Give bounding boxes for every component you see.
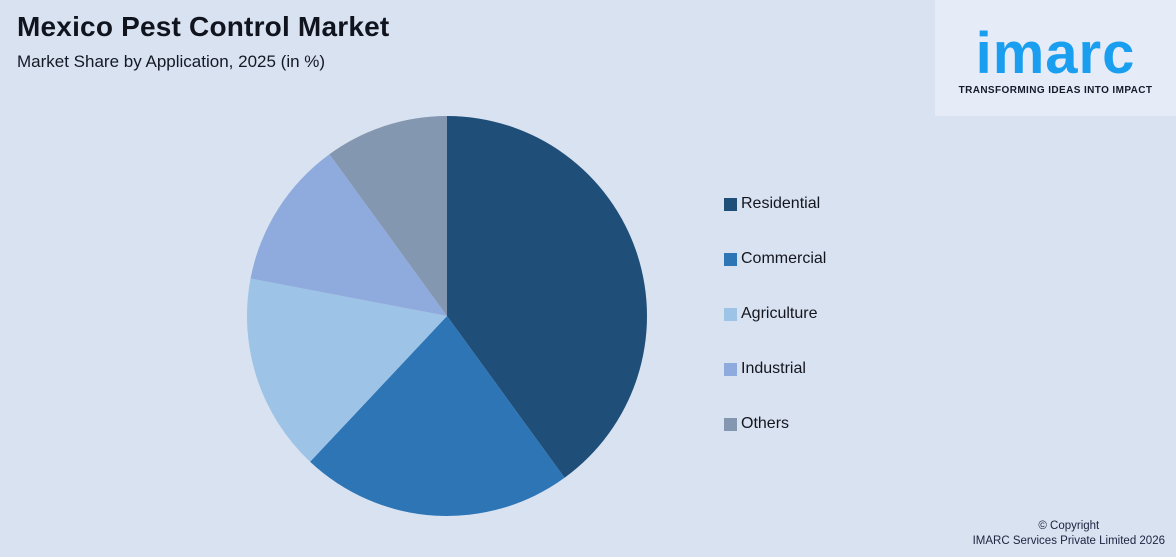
legend-label: Residential <box>741 195 821 212</box>
legend-item-commercial: Commercial <box>724 249 826 269</box>
page-title: Mexico Pest Control Market <box>17 11 390 42</box>
pie-slice-agriculture <box>246 278 447 462</box>
legend-label: Commercial <box>741 250 827 267</box>
pie-slice-others <box>329 116 447 316</box>
page-subtitle: Market Share by Application, 2025 (in %) <box>17 52 326 71</box>
copyright-line2: IMARC Services Private Limited 2026 <box>972 535 1165 547</box>
pie-chart <box>246 116 647 516</box>
pie-chart-area <box>237 106 657 526</box>
legend-item-agriculture: Agriculture <box>724 304 826 324</box>
legend-swatch-agriculture <box>724 307 737 321</box>
legend-label: Others <box>741 415 790 432</box>
legend-swatch-residential <box>724 197 737 211</box>
legend-label: Industrial <box>741 360 806 377</box>
legend: Residential Commercial Agriculture Industri… <box>724 194 826 469</box>
legend-swatch-commercial <box>724 252 737 266</box>
legend-item-residential: Residential <box>724 194 826 214</box>
legend-item-others: Others <box>724 414 826 434</box>
copyright: © Copyright IMARC Services Private Limit… <box>973 519 1165 549</box>
imarc-logo: imarc TRANSFORMING IDEAS INTO IMPACT <box>935 0 1176 116</box>
copyright-line1: © Copyright <box>1038 520 1100 532</box>
imarc-logo-tagline: TRANSFORMING IDEAS INTO IMPACT <box>958 85 1153 97</box>
pie-slice-residential <box>447 116 647 478</box>
legend-swatch-others <box>724 417 737 431</box>
pie-slice-industrial <box>250 154 447 316</box>
imarc-logo-text: imarc <box>975 20 1136 86</box>
legend-label: Agriculture <box>741 305 818 322</box>
pie-slice-commercial <box>310 316 565 516</box>
legend-swatch-industrial <box>724 362 737 376</box>
legend-item-industrial: Industrial <box>724 359 826 379</box>
header: Mexico Pest Control Market Market Share … <box>17 11 389 72</box>
